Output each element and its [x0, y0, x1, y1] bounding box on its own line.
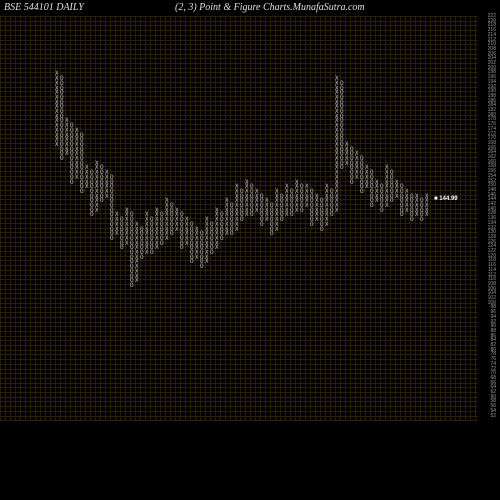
pnf-o-mark: O [90, 213, 95, 218]
pnf-x-mark: X [95, 209, 100, 214]
pnf-o-mark: O [280, 218, 285, 223]
pnf-o-mark: O [220, 237, 225, 242]
pnf-o-mark: O [370, 204, 375, 209]
pnf-o-mark: O [310, 223, 315, 228]
current-price-marker: 144.99 [434, 196, 458, 202]
pnf-o-mark: O [420, 218, 425, 223]
pnf-o-mark: O [100, 199, 105, 204]
pnf-o-mark: O [400, 213, 405, 218]
pnf-o-mark: O [120, 246, 125, 251]
pnf-o-mark: O [320, 228, 325, 233]
pnf-o-mark: O [170, 232, 175, 237]
pnf-o-mark: O [240, 218, 245, 223]
pnf-x-mark: X [425, 213, 430, 218]
pnf-o-mark: O [330, 213, 335, 218]
pnf-x-mark: X [205, 260, 210, 265]
pnf-o-mark: O [200, 265, 205, 270]
pnf-x-mark: X [215, 246, 220, 251]
pnf-o-mark: O [250, 213, 255, 218]
pnf-o-mark: O [270, 232, 275, 237]
pnf-o-mark: O [130, 284, 135, 289]
pnf-o-mark: O [300, 209, 305, 214]
pnf-x-mark: X [165, 237, 170, 242]
pnf-x-mark: X [335, 209, 340, 214]
y-axis-labels: 2222202182162142122102082062042022001981… [478, 16, 498, 420]
pnf-o-mark: O [410, 218, 415, 223]
pnf-o-mark: O [380, 209, 385, 214]
pnf-o-mark: O [230, 232, 235, 237]
pnf-x-mark: X [385, 204, 390, 209]
pnf-o-mark: O [360, 190, 365, 195]
pnf-x-mark: X [325, 223, 330, 228]
pnf-x-mark: X [155, 246, 160, 251]
pnf-x-mark: X [235, 228, 240, 233]
chart-type-label: (2, 3) Point & Figure Charts.MunafaSutra… [175, 2, 365, 13]
pnf-o-mark: O [60, 157, 65, 162]
pnf-o-mark: O [190, 260, 195, 265]
pnf-o-mark: O [260, 223, 265, 228]
pnf-o-mark: O [140, 256, 145, 261]
pnf-x-mark: X [275, 228, 280, 233]
ticker-title: BSE 544101 DAILY [4, 2, 84, 13]
pnf-o-mark: O [80, 190, 85, 195]
pnf-o-mark: O [340, 166, 345, 171]
pnf-o-mark: O [150, 251, 155, 256]
pnf-o-mark: O [390, 199, 395, 204]
pnf-x-mark: X [135, 279, 140, 284]
pnf-o-mark: O [70, 181, 75, 186]
pnf-o-mark: O [290, 213, 295, 218]
pnf-o-mark: O [160, 242, 165, 247]
pnf-o-mark: O [110, 237, 115, 242]
y-tick-label: 52 [490, 414, 496, 419]
chart-area: XXXXXXXXXXXXXXXXOOOOOOOOOOOOOOOOOOXXXXXX… [0, 16, 478, 420]
pnf-o-mark: O [210, 251, 215, 256]
pnf-o-mark: O [180, 246, 185, 251]
pnf-o-mark: O [350, 181, 355, 186]
